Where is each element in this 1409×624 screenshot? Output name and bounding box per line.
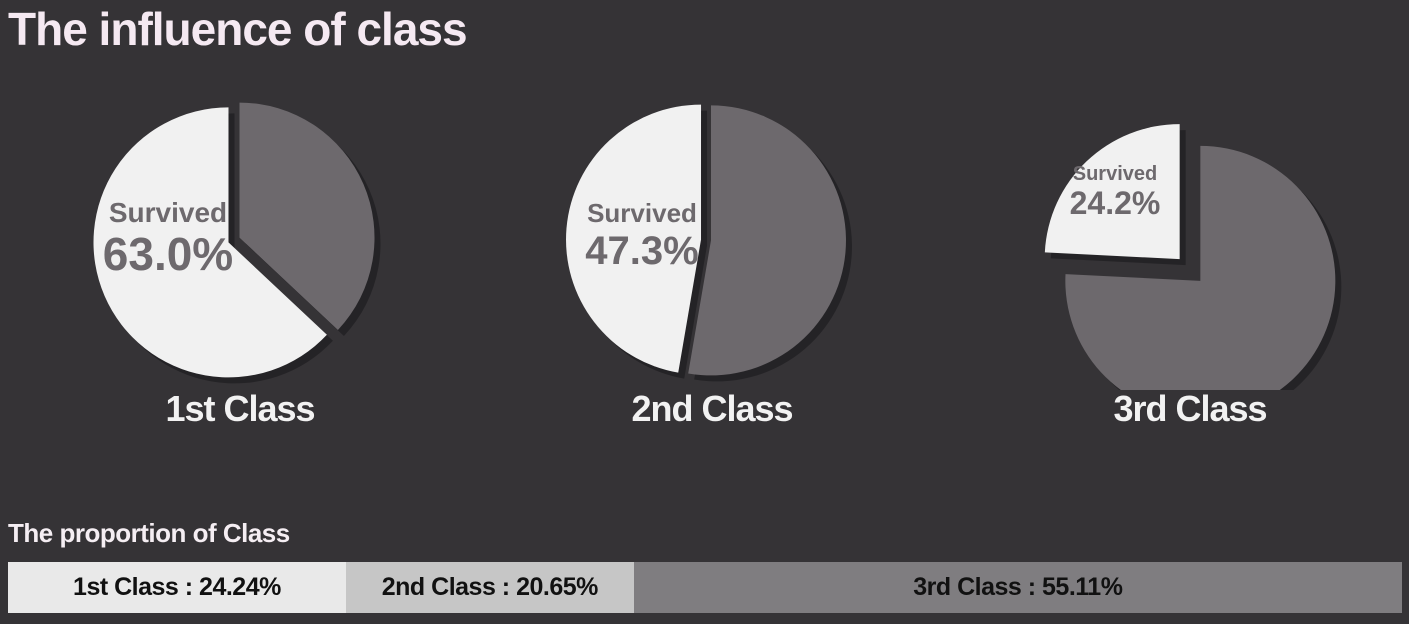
slice-label-survived: Survived — [1073, 163, 1157, 185]
pie-slice-not-survived — [688, 105, 846, 376]
slice-label-survived: Survived — [109, 197, 227, 228]
bar-segment-2nd-class: 2nd Class : 20.65% — [345, 562, 634, 613]
proportion-title: The proportion of Class — [8, 518, 290, 548]
pie-slice-survived — [93, 107, 327, 378]
class-proportion-bar: 1st Class : 24.24% 2nd Class : 20.65% 3r… — [8, 562, 1402, 613]
bar-segment-1st-class: 1st Class : 24.24% — [8, 562, 346, 613]
pie-title: 3rd Class — [1113, 388, 1267, 429]
pie-title: 2nd Class — [631, 388, 793, 429]
slice-value-survived: 63.0% — [103, 228, 233, 280]
pie-slice-survived — [566, 104, 702, 373]
slice-value-survived: 24.2% — [1070, 185, 1161, 221]
slice-label-survived: Survived — [587, 198, 697, 228]
bar-segment-3rd-class: 3rd Class : 55.11% — [633, 562, 1402, 613]
pie-slice-not-survived — [239, 102, 375, 331]
slice-value-survived: 47.3% — [585, 229, 698, 273]
pie-1st-class: Survived 63.0% 1st Class — [70, 90, 410, 435]
pie-title: 1st Class — [165, 388, 315, 429]
page-title: The influence of class — [8, 3, 468, 55]
pie-2nd-class: Survived 47.3% 2nd Class — [542, 90, 882, 435]
pie-slice-survived — [1044, 124, 1180, 260]
pie-3rd-class: Survived 24.2% 3rd Class — [1020, 90, 1360, 435]
pie-slice-not-survived — [1065, 145, 1336, 390]
